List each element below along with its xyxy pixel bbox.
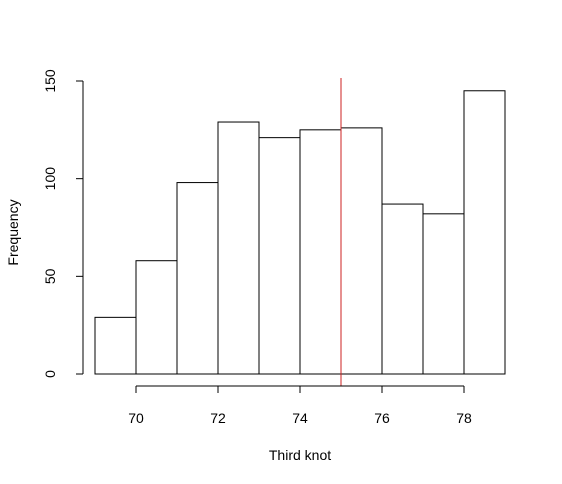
x-axis-title: Third knot xyxy=(269,447,331,463)
x-tick-label-1: 72 xyxy=(210,410,226,426)
histogram-bar-0 xyxy=(94,316,137,375)
histogram-bar-1 xyxy=(135,260,178,375)
histogram-bar-4 xyxy=(258,137,301,375)
histogram-bars xyxy=(94,90,506,375)
histogram-bar-9 xyxy=(463,90,506,375)
histogram-bar-2 xyxy=(176,182,219,375)
x-tick-label-4: 78 xyxy=(456,410,472,426)
y-tick-label-0: 0 xyxy=(42,370,58,378)
histogram-bar-8 xyxy=(422,213,465,375)
y-tick-label-1: 50 xyxy=(42,268,58,284)
y-tick-label-3: 150 xyxy=(42,69,58,93)
histogram-bar-3 xyxy=(217,121,260,375)
x-axis: 70 72 74 76 78 xyxy=(128,385,472,426)
histogram-bar-7 xyxy=(381,203,424,375)
y-tick-label-2: 100 xyxy=(42,167,58,191)
y-axis: 0 50 100 150 xyxy=(42,69,84,378)
histogram-bar-5 xyxy=(299,129,342,375)
y-axis-title: Frequency xyxy=(5,199,21,265)
x-tick-label-2: 74 xyxy=(292,410,308,426)
x-tick-label-0: 70 xyxy=(128,410,144,426)
x-tick-label-3: 76 xyxy=(374,410,390,426)
histogram-bar-6 xyxy=(340,127,383,375)
